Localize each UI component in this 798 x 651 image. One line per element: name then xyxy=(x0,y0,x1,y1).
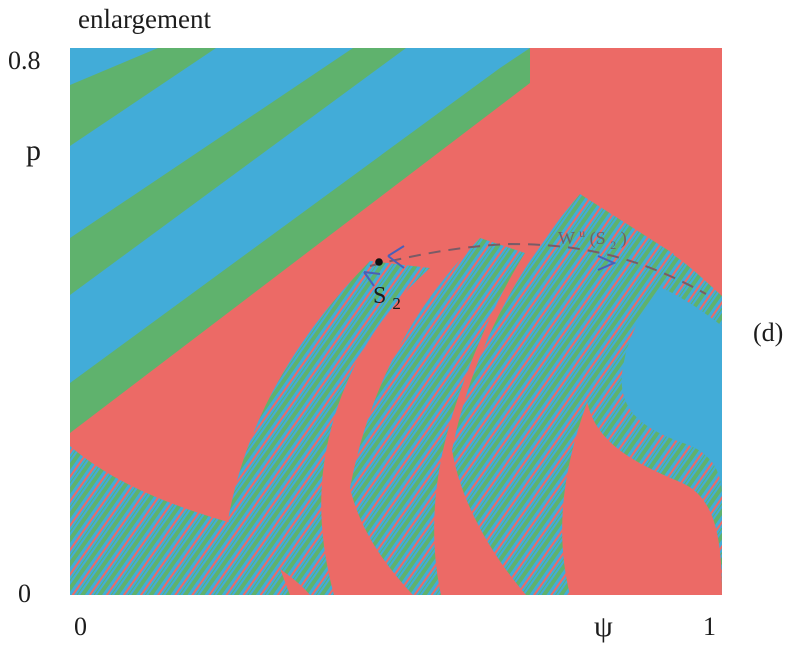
manifold-label-open: (S xyxy=(590,228,606,249)
panel-label: (d) xyxy=(753,318,784,347)
manifold-arrow-icon xyxy=(597,255,617,271)
fixed-point-label-main: S xyxy=(373,283,386,309)
manifold-label: W u (S 2 ) xyxy=(558,221,627,253)
x-axis-label: ψ xyxy=(594,610,613,643)
fixed-point-s2 xyxy=(375,258,383,266)
y-axis-min-label: 0 xyxy=(18,579,31,608)
x-axis-max-label: 1 xyxy=(703,612,716,641)
fractal-fold-1 xyxy=(228,261,430,595)
green-diagonal-band-2 xyxy=(70,48,406,295)
green-diagonal-band-3 xyxy=(70,48,530,433)
basin-plot: S 2 W u (S 2 ) xyxy=(70,48,722,595)
green-diagonal-band-1 xyxy=(70,48,216,146)
fractal-right-curl-inner xyxy=(621,288,722,496)
manifold-label-sub: 2 xyxy=(610,238,616,252)
manifold-label-close: ) xyxy=(621,228,627,249)
fractal-fold-2 xyxy=(350,238,525,595)
s2-arrow-2-icon xyxy=(363,271,381,287)
x-axis-min-label: 0 xyxy=(74,612,87,641)
fixed-point-label: S 2 xyxy=(373,283,401,313)
manifold-label-sup: u xyxy=(579,226,585,240)
fixed-point-label-sub: 2 xyxy=(392,294,401,313)
manifold-label-main: W xyxy=(558,228,575,248)
figure-title: enlargement xyxy=(78,4,211,34)
y-axis-label: p xyxy=(26,134,41,167)
s2-arrow-icon xyxy=(387,245,405,269)
lower-left-fractal-region xyxy=(70,446,290,595)
stable-manifold-curve-s2 xyxy=(369,242,707,295)
y-axis-max-label: 0.8 xyxy=(8,46,41,75)
